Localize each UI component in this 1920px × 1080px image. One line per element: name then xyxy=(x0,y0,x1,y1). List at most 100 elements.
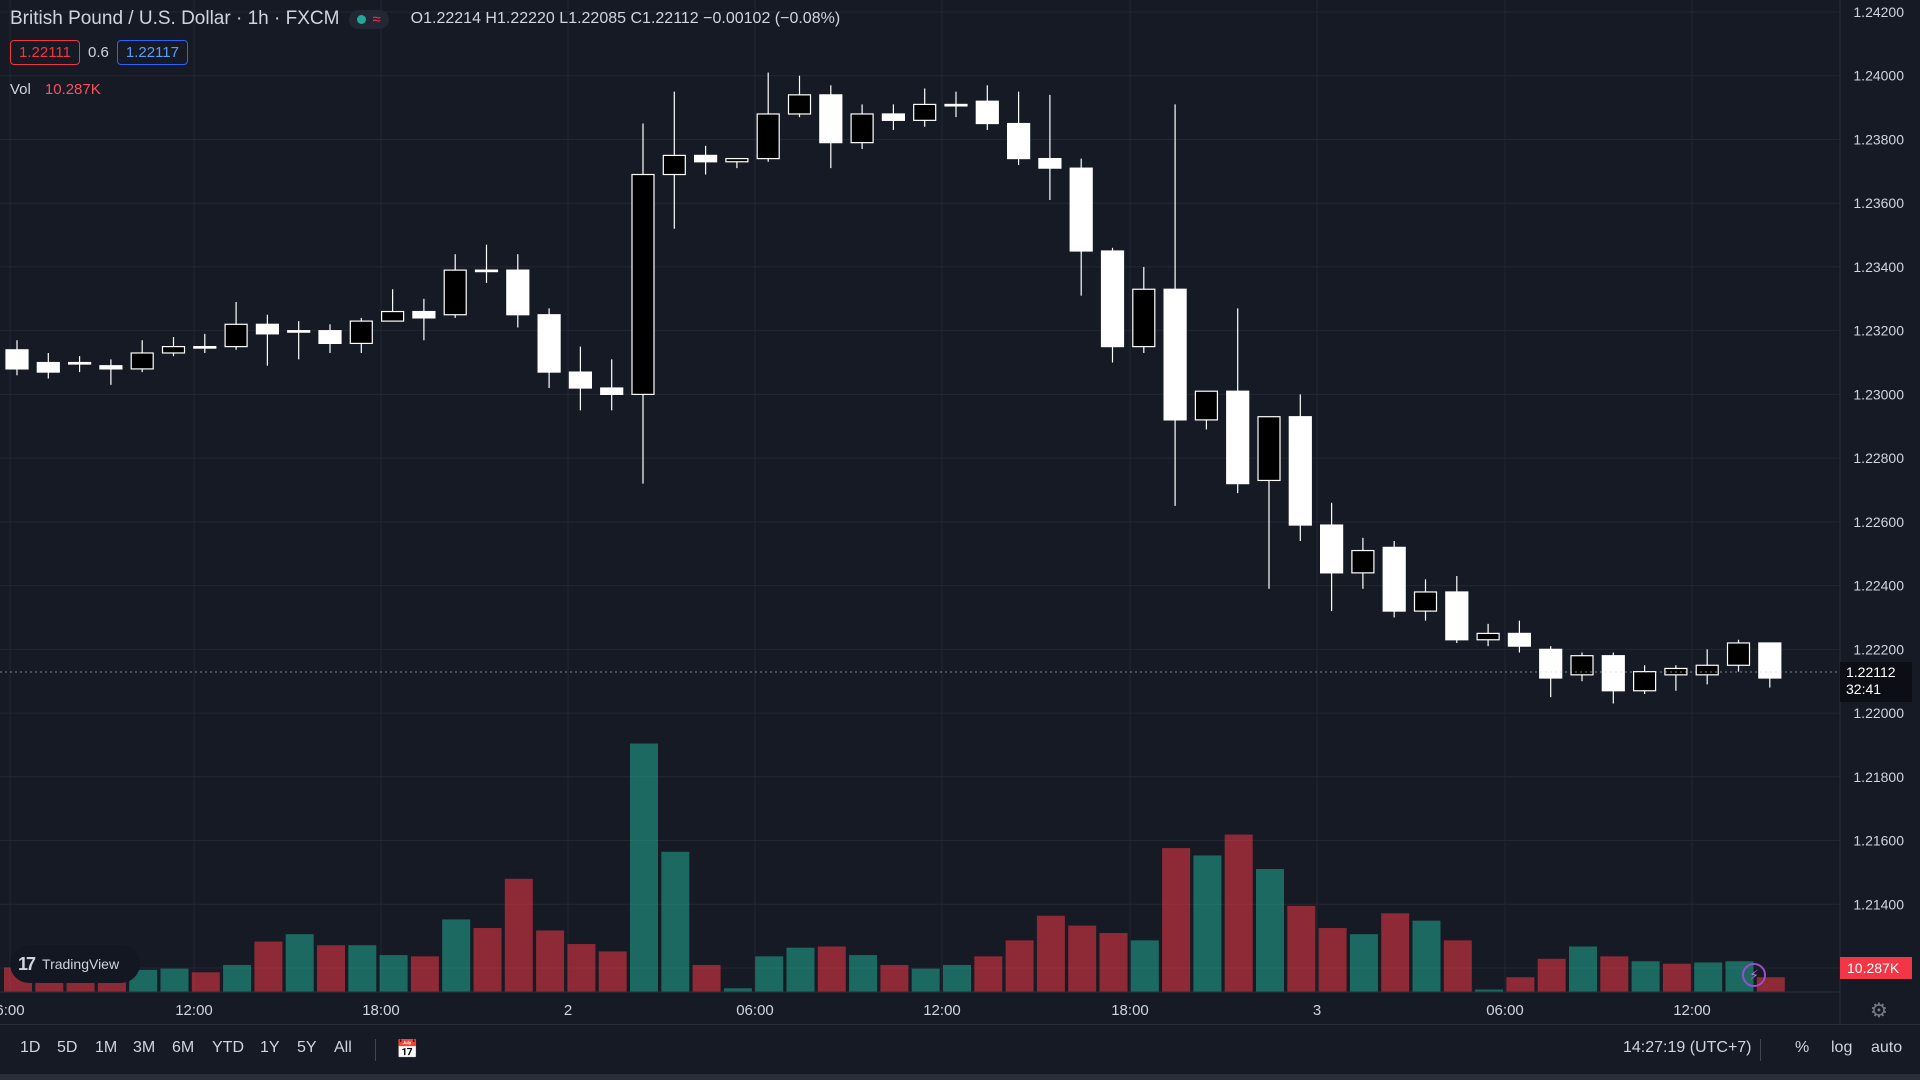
candle-body xyxy=(693,154,718,163)
candle-body xyxy=(1194,390,1219,421)
volume-label: Vol xyxy=(10,81,31,98)
tradingview-logo-text: TradingView xyxy=(42,956,120,972)
range-1m-button[interactable]: 1M xyxy=(95,1039,118,1056)
volume-bar xyxy=(473,928,502,992)
toolbar-divider xyxy=(1760,1039,1761,1061)
volume-bar xyxy=(817,946,846,992)
price-tick-label: 1.21400 xyxy=(1853,896,1904,912)
candle-body xyxy=(349,320,373,345)
volume-bar xyxy=(504,878,533,992)
buy-price-button[interactable]: 1.22117 xyxy=(116,40,188,65)
price-tick-label: 1.23000 xyxy=(1853,386,1904,402)
volume-bar xyxy=(223,964,252,992)
candle-body xyxy=(787,94,812,115)
time-tick-label: 2 xyxy=(564,1002,572,1019)
price-axis[interactable]: 1.24200 1.24000 1.23800 1.23600 1.23400 1.232… xyxy=(1839,0,1904,1024)
candle-body xyxy=(1288,416,1312,526)
candle-body xyxy=(537,314,561,373)
volume-value: 10.287K xyxy=(44,81,101,98)
price-tick-label: 1.22000 xyxy=(1853,705,1904,721)
candle-body xyxy=(130,352,154,370)
time-axis[interactable]: 6:00 12:00 18:00 2 06:00 12:00 18:00 3 06:00 12:0… xyxy=(0,991,1840,1019)
volume-bar xyxy=(567,944,596,992)
spread-value: 0.6 xyxy=(88,44,109,61)
candle-body xyxy=(568,371,593,389)
candle-body xyxy=(1601,655,1625,692)
candle-body xyxy=(255,323,279,335)
candle-body xyxy=(944,103,968,107)
range-1y-button[interactable]: 1Y xyxy=(260,1039,280,1056)
volume-bar xyxy=(1068,925,1097,992)
volume-bars xyxy=(4,743,1785,992)
volume-bar xyxy=(1475,989,1504,992)
range-ytd-button[interactable]: YTD xyxy=(212,1039,244,1056)
calendar-range-icon[interactable]: 📅 xyxy=(396,1039,419,1059)
price-tick-label: 1.23200 xyxy=(1853,323,1904,339)
range-3m-button[interactable]: 3M xyxy=(133,1039,156,1056)
candlesticks xyxy=(5,72,1782,704)
volume-bar xyxy=(410,956,439,992)
volume-bar xyxy=(285,934,314,992)
volume-bar xyxy=(379,955,408,992)
candle-body xyxy=(506,269,530,316)
volume-bar xyxy=(1506,977,1535,992)
volume-bar xyxy=(1381,913,1410,992)
volume-bar xyxy=(692,964,721,992)
volume-bar xyxy=(630,743,658,992)
time-tick-label: 18:00 xyxy=(1111,1002,1149,1019)
market-open-dot xyxy=(357,14,367,24)
candle-body xyxy=(1758,642,1782,679)
volume-bar xyxy=(943,964,971,992)
candle-body xyxy=(474,269,499,273)
log-scale-toggle[interactable]: log xyxy=(1831,1039,1853,1056)
symbol-title[interactable]: British Pound / U.S. Dollar · 1h · FXCM xyxy=(10,8,340,29)
volume-bar xyxy=(1287,905,1316,992)
candle-body xyxy=(850,113,874,144)
candle-body xyxy=(67,361,92,365)
range-5y-button[interactable]: 5Y xyxy=(297,1039,317,1056)
range-all-button[interactable]: All xyxy=(334,1039,352,1056)
price-tick-label: 1.22400 xyxy=(1853,578,1904,594)
volume-legend[interactable]: Vol 10.287K xyxy=(10,81,101,98)
auto-scale-toggle[interactable]: auto xyxy=(1871,1039,1903,1056)
candle-body xyxy=(1006,122,1031,160)
range-1d-button[interactable]: 1D xyxy=(20,1039,41,1056)
tradingview-mark-icon: 17 xyxy=(18,953,36,974)
volume-bar xyxy=(880,964,909,992)
candle-body xyxy=(1257,416,1281,482)
candle-body xyxy=(161,346,186,354)
volume-bar xyxy=(1036,915,1065,992)
symbol-legend[interactable]: British Pound / U.S. Dollar · 1h · FXCM … xyxy=(10,8,840,30)
last-price-value: 1.22112 xyxy=(1846,664,1896,680)
time-tick-label: 3 xyxy=(1313,1002,1321,1019)
price-tick-label: 1.23800 xyxy=(1853,131,1904,147)
price-change: −0.00102 (−0.08%) xyxy=(703,10,841,27)
clock-timezone[interactable]: 14:27:19 (UTC+7) xyxy=(1623,1039,1752,1056)
candle-body xyxy=(193,346,217,349)
price-tick-label: 1.21600 xyxy=(1853,833,1904,849)
range-6m-button[interactable]: 6M xyxy=(172,1039,195,1056)
market-status[interactable]: ≈ xyxy=(349,9,389,29)
trade-buttons: 1.22111 0.6 1.22117 xyxy=(10,40,188,65)
volume-bar xyxy=(442,919,471,992)
candle-body xyxy=(36,361,60,373)
candle-body xyxy=(287,330,311,333)
sell-price-button[interactable]: 1.22111 xyxy=(10,40,80,65)
candle-body xyxy=(662,154,686,176)
lightning-icon[interactable]: ⚡ xyxy=(1742,963,1766,987)
price-tick-label: 1.21800 xyxy=(1853,769,1904,785)
volume-bar xyxy=(1193,855,1222,992)
price-chart[interactable]: 1.24200 1.24000 1.23800 1.23600 1.23400 1.232… xyxy=(0,0,1920,1024)
range-5d-button[interactable]: 5D xyxy=(57,1039,78,1056)
candle-body xyxy=(1445,591,1469,641)
candle-body xyxy=(725,157,749,163)
time-tick-label: 12:00 xyxy=(1673,1002,1711,1019)
tradingview-logo[interactable]: 17 TradingView xyxy=(10,945,140,983)
percent-scale-toggle[interactable]: % xyxy=(1795,1039,1810,1056)
gear-icon[interactable]: ⚙ xyxy=(1870,1000,1888,1022)
candle-body xyxy=(1695,664,1719,676)
volume-bar xyxy=(849,955,878,992)
candle-body xyxy=(318,330,342,345)
volume-bar xyxy=(536,930,565,992)
price-tick-label: 1.23400 xyxy=(1853,259,1904,275)
